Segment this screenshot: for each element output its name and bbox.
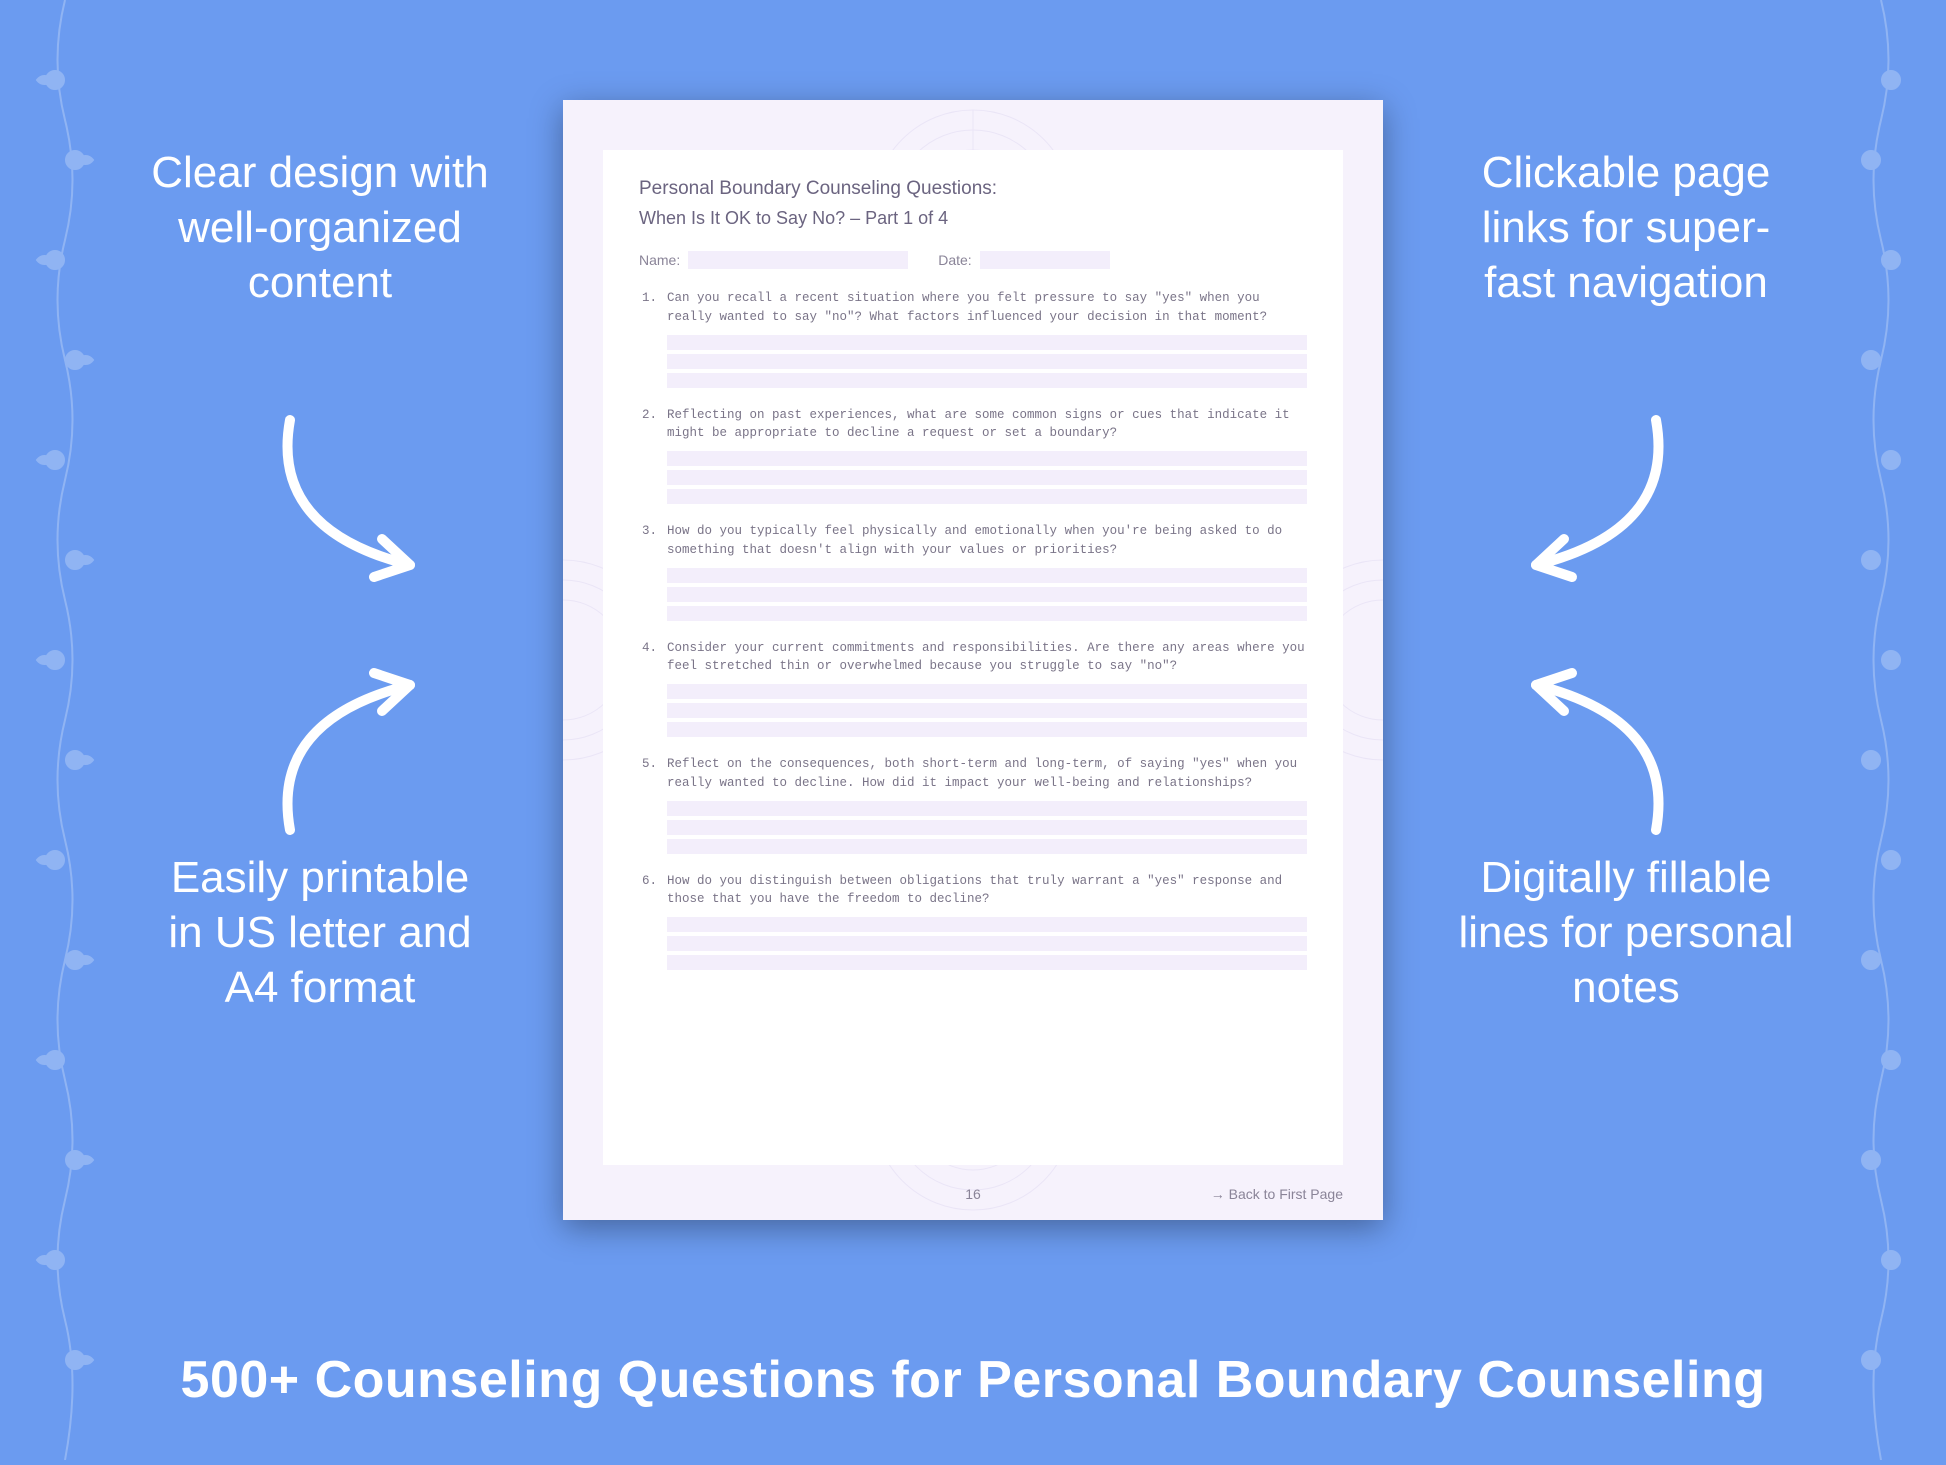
question-row: 5. Reflect on the consequences, both shor… [639, 755, 1307, 854]
floral-border-left [20, 0, 110, 1460]
question-number: 6. [639, 872, 657, 971]
answer-line[interactable] [667, 684, 1307, 699]
arrow-bottom-left [260, 630, 480, 850]
page-footer: 16 → Back to First Page [603, 1186, 1343, 1202]
question-body: How do you distinguish between obligatio… [667, 872, 1307, 971]
answer-lines [667, 801, 1307, 854]
page-content: Personal Boundary Counseling Questions: … [603, 150, 1343, 1165]
answer-line[interactable] [667, 722, 1307, 737]
questions-list: 1. Can you recall a recent situation wher… [639, 289, 1307, 970]
arrow-top-left [260, 400, 480, 620]
answer-line[interactable] [667, 470, 1307, 485]
doc-subtitle: When Is It OK to Say No? – Part 1 of 4 [639, 208, 1307, 229]
question-number: 2. [639, 406, 657, 505]
answer-line[interactable] [667, 489, 1307, 504]
page-background: Personal Boundary Counseling Questions: … [563, 100, 1383, 1220]
name-field: Name: [639, 251, 908, 269]
answer-line[interactable] [667, 955, 1307, 970]
answer-line[interactable] [667, 451, 1307, 466]
answer-line[interactable] [667, 839, 1307, 854]
callout-bottom-left: Easily printable in US letter and A4 for… [150, 850, 490, 1015]
date-field: Date: [938, 251, 1109, 269]
callout-bottom-right: Digitally fillable lines for personal no… [1456, 850, 1796, 1015]
question-body: Reflect on the consequences, both short-… [667, 755, 1307, 854]
question-body: Reflecting on past experiences, what are… [667, 406, 1307, 505]
question-text: Reflecting on past experiences, what are… [667, 406, 1307, 444]
answer-line[interactable] [667, 373, 1307, 388]
callout-top-right: Clickable page links for super-fast navi… [1456, 145, 1796, 310]
question-row: 4. Consider your current commitments and … [639, 639, 1307, 738]
question-body: How do you typically feel physically and… [667, 522, 1307, 621]
headline: 500+ Counseling Questions for Personal B… [0, 1350, 1946, 1410]
date-label: Date: [938, 252, 971, 268]
question-body: Can you recall a recent situation where … [667, 289, 1307, 388]
question-number: 4. [639, 639, 657, 738]
question-text: Reflect on the consequences, both short-… [667, 755, 1307, 793]
answer-line[interactable] [667, 936, 1307, 951]
question-text: Can you recall a recent situation where … [667, 289, 1307, 327]
floral-border-right [1836, 0, 1926, 1460]
answer-line[interactable] [667, 335, 1307, 350]
back-to-first-link[interactable]: → Back to First Page [1211, 1186, 1343, 1202]
answer-line[interactable] [667, 606, 1307, 621]
answer-line[interactable] [667, 801, 1307, 816]
question-row: 3. How do you typically feel physically a… [639, 522, 1307, 621]
answer-lines [667, 335, 1307, 388]
name-label: Name: [639, 252, 680, 268]
answer-line[interactable] [667, 820, 1307, 835]
page-number: 16 [965, 1186, 981, 1202]
question-number: 1. [639, 289, 657, 388]
answer-line[interactable] [667, 354, 1307, 369]
question-number: 5. [639, 755, 657, 854]
question-row: 2. Reflecting on past experiences, what a… [639, 406, 1307, 505]
question-row: 1. Can you recall a recent situation wher… [639, 289, 1307, 388]
callout-top-left: Clear design with well-organized content [150, 145, 490, 310]
answer-lines [667, 451, 1307, 504]
answer-line[interactable] [667, 587, 1307, 602]
question-row: 6. How do you distinguish between obligat… [639, 872, 1307, 971]
answer-line[interactable] [667, 917, 1307, 932]
name-date-row: Name: Date: [639, 251, 1307, 269]
answer-line[interactable] [667, 703, 1307, 718]
answer-lines [667, 568, 1307, 621]
date-input[interactable] [980, 251, 1110, 269]
answer-line[interactable] [667, 568, 1307, 583]
document-page: Personal Boundary Counseling Questions: … [563, 100, 1383, 1220]
answer-lines [667, 917, 1307, 970]
answer-lines [667, 684, 1307, 737]
question-text: Consider your current commitments and re… [667, 639, 1307, 677]
question-body: Consider your current commitments and re… [667, 639, 1307, 738]
question-text: How do you typically feel physically and… [667, 522, 1307, 560]
name-input[interactable] [688, 251, 908, 269]
question-number: 3. [639, 522, 657, 621]
doc-title: Personal Boundary Counseling Questions: [639, 178, 1307, 200]
arrow-top-right [1466, 400, 1686, 620]
arrow-bottom-right [1466, 630, 1686, 850]
question-text: How do you distinguish between obligatio… [667, 872, 1307, 910]
